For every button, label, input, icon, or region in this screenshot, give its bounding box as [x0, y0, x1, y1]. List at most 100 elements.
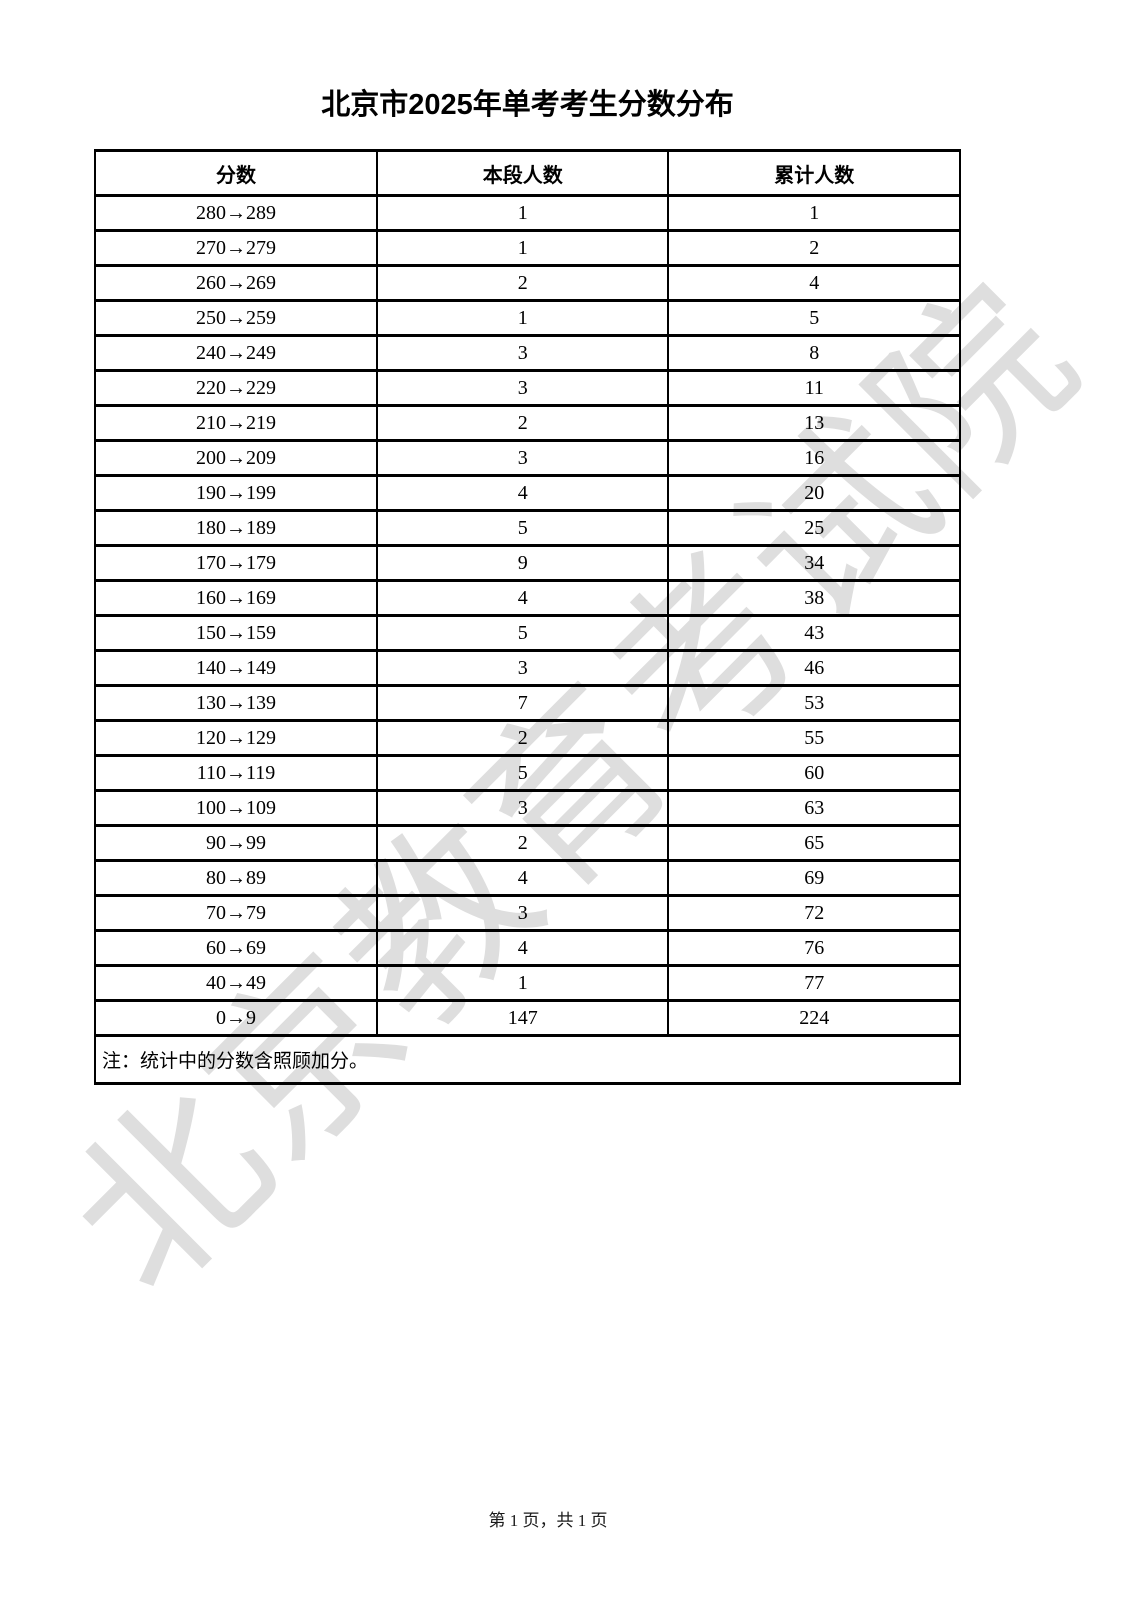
table-row: 160→169 4 38 [94, 579, 961, 617]
segment-count-cell: 3 [375, 369, 670, 407]
cumulative-count-cell: 5 [667, 299, 961, 337]
table-row: 130→139 7 53 [94, 684, 961, 722]
column-header-score-range: 分数 [94, 149, 378, 197]
table-row: 170→179 9 34 [94, 544, 961, 582]
segment-count-cell: 147 [375, 999, 670, 1037]
cumulative-count-cell: 63 [667, 789, 961, 827]
table-row: 40→49 1 77 [94, 964, 961, 1002]
segment-count-cell: 4 [375, 474, 670, 512]
table-row: 150→159 5 43 [94, 614, 961, 652]
score-range-cell: 280→289 [94, 194, 378, 232]
segment-count-cell: 2 [375, 404, 670, 442]
segment-count-cell: 3 [375, 649, 670, 687]
score-range-cell: 240→249 [94, 334, 378, 372]
cumulative-count-cell: 38 [667, 579, 961, 617]
cumulative-count-cell: 2 [667, 229, 961, 267]
segment-count-cell: 3 [375, 789, 670, 827]
column-header-segment-count: 本段人数 [375, 149, 670, 197]
segment-count-cell: 4 [375, 579, 670, 617]
cumulative-count-cell: 34 [667, 544, 961, 582]
segment-count-cell: 9 [375, 544, 670, 582]
cumulative-count-cell: 1 [667, 194, 961, 232]
score-range-cell: 120→129 [94, 719, 378, 757]
segment-count-cell: 4 [375, 929, 670, 967]
page-title: 北京市2025年单考考生分数分布 [321, 89, 734, 121]
table-row: 260→269 2 4 [94, 264, 961, 302]
cumulative-count-cell: 77 [667, 964, 961, 1002]
cumulative-count-cell: 60 [667, 754, 961, 792]
score-range-cell: 60→69 [94, 929, 378, 967]
cumulative-count-cell: 65 [667, 824, 961, 862]
score-range-cell: 170→179 [94, 544, 378, 582]
segment-count-cell: 2 [375, 824, 670, 862]
segment-count-cell: 1 [375, 194, 670, 232]
table-header: 分数 本段人数 累计人数 [94, 149, 961, 197]
cumulative-count-cell: 20 [667, 474, 961, 512]
page-number-footer: 第 1 页，共 1 页 [488, 1511, 608, 1530]
score-range-cell: 140→149 [94, 649, 378, 687]
table-row: 100→109 3 63 [94, 789, 961, 827]
score-range-cell: 220→229 [94, 369, 378, 407]
segment-count-cell: 7 [375, 684, 670, 722]
cumulative-count-cell: 4 [667, 264, 961, 302]
table-row: 210→219 2 13 [94, 404, 961, 442]
table-row: 120→129 2 55 [94, 719, 961, 757]
segment-count-cell: 2 [375, 719, 670, 757]
table-row: 270→279 1 2 [94, 229, 961, 267]
cumulative-count-cell: 8 [667, 334, 961, 372]
segment-count-cell: 1 [375, 299, 670, 337]
table-header-row: 分数 本段人数 累计人数 [94, 149, 961, 197]
cumulative-count-cell: 76 [667, 929, 961, 967]
segment-count-cell: 2 [375, 264, 670, 302]
segment-count-cell: 1 [375, 229, 670, 267]
score-range-cell: 210→219 [94, 404, 378, 442]
cumulative-count-cell: 43 [667, 614, 961, 652]
cumulative-count-cell: 13 [667, 404, 961, 442]
table-row: 90→99 2 65 [94, 824, 961, 862]
score-range-cell: 160→169 [94, 579, 378, 617]
segment-count-cell: 5 [375, 754, 670, 792]
cumulative-count-cell: 46 [667, 649, 961, 687]
cumulative-count-cell: 72 [667, 894, 961, 932]
table-row: 180→189 5 25 [94, 509, 961, 547]
score-range-cell: 70→79 [94, 894, 378, 932]
table-footer: 注：统计中的分数含照顾加分。 [94, 1034, 961, 1085]
table-row: 80→89 4 69 [94, 859, 961, 897]
score-range-cell: 80→89 [94, 859, 378, 897]
score-range-cell: 130→139 [94, 684, 378, 722]
score-range-cell: 270→279 [94, 229, 378, 267]
score-table-body: 280→289 1 1 270→279 1 2 260→269 2 4 250→259 1 5 240→… [94, 194, 961, 1037]
score-range-cell: 260→269 [94, 264, 378, 302]
document-body: 北京市2025年单考考生分数分布 分数 本段人数 累计人数 280→289 1 1 2… [94, 90, 961, 1085]
table-row: 60→69 4 76 [94, 929, 961, 967]
segment-count-cell: 3 [375, 894, 670, 932]
table-row: 110→119 5 60 [94, 754, 961, 792]
score-range-cell: 40→49 [94, 964, 378, 1002]
column-header-cumulative-count: 累计人数 [667, 149, 961, 197]
table-row: 250→259 1 5 [94, 299, 961, 337]
segment-count-cell: 5 [375, 614, 670, 652]
table-row: 240→249 3 8 [94, 334, 961, 372]
table-row: 200→209 3 16 [94, 439, 961, 477]
table-row: 0→9 147 224 [94, 999, 961, 1037]
cumulative-count-cell: 11 [667, 369, 961, 407]
cumulative-count-cell: 69 [667, 859, 961, 897]
score-range-cell: 200→209 [94, 439, 378, 477]
score-distribution-table: 分数 本段人数 累计人数 280→289 1 1 270→279 1 2 260→269 2 4… [94, 149, 961, 1085]
score-range-cell: 150→159 [94, 614, 378, 652]
score-range-cell: 180→189 [94, 509, 378, 547]
segment-count-cell: 3 [375, 334, 670, 372]
table-row: 220→229 3 11 [94, 369, 961, 407]
score-range-cell: 250→259 [94, 299, 378, 337]
table-row: 190→199 4 20 [94, 474, 961, 512]
segment-count-cell: 5 [375, 509, 670, 547]
table-row: 140→149 3 46 [94, 649, 961, 687]
score-range-cell: 190→199 [94, 474, 378, 512]
score-range-cell: 110→119 [94, 754, 378, 792]
segment-count-cell: 3 [375, 439, 670, 477]
cumulative-count-cell: 53 [667, 684, 961, 722]
segment-count-cell: 4 [375, 859, 670, 897]
segment-count-cell: 1 [375, 964, 670, 1002]
note-row: 注：统计中的分数含照顾加分。 [94, 1034, 961, 1085]
